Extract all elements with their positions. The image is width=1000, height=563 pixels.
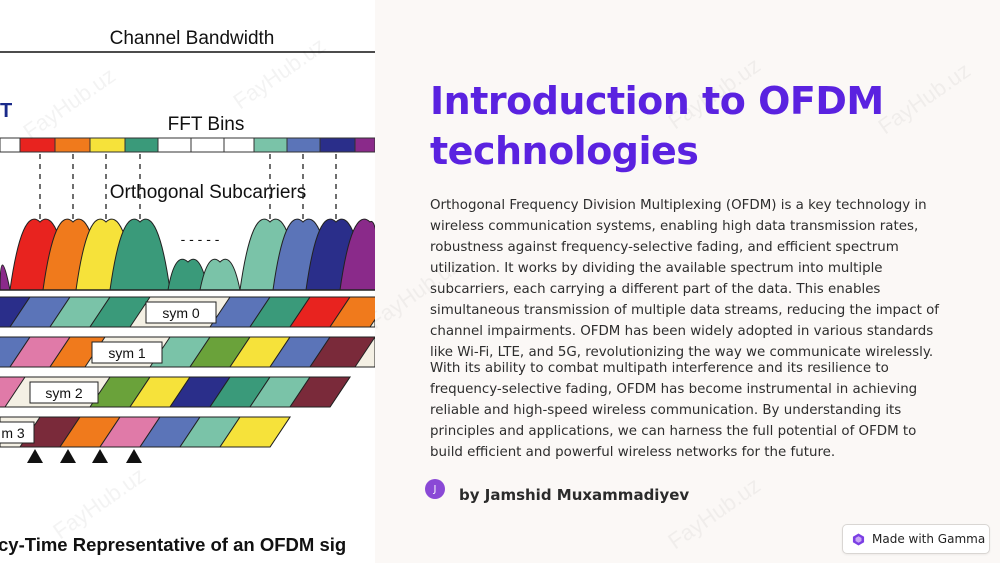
watermark-3: FayHub.uz [49,463,150,545]
subcarrier-humps [0,218,375,291]
avatar: J [425,479,445,499]
made-with-gamma-button[interactable]: Made with Gamma [842,524,990,554]
subcarrier-guides [39,154,337,222]
author-byline: J by Jamshid Muxammadiyev [425,474,689,504]
diagram-caption: cy-Time Representative of an OFDM sig [0,534,346,555]
fft-bin-row [0,137,375,153]
channel-bandwidth-label: Channel Bandwidth [110,28,275,49]
sym-0-label: sym 0 [162,305,200,321]
made-with-gamma-label: Made with Gamma [872,532,986,546]
ofdm-diagram: Channel Bandwidth T FFT Bins [0,28,375,555]
fft-bins-label: FFT Bins [168,114,245,135]
sym-3-label: m 3 [1,425,25,441]
author-name: by Jamshid Muxammadiyev [459,486,690,504]
pilot-arrows [27,449,142,463]
sym-2-label: sym 2 [45,385,83,401]
gamma-logo-icon [852,532,865,546]
page-title: Introduction to OFDM technologies [430,79,884,173]
ellipsis-dots: - - - - - [181,231,220,247]
ofdm-diagram-image: Channel Bandwidth T FFT Bins [0,0,375,563]
symbol-rows [0,296,375,448]
sym-1-label: sym 1 [108,345,146,361]
benefits-paragraph: With its ability to combat multipath int… [430,361,918,460]
watermark-1: FayHub.uz [19,63,120,145]
left-letter: T [0,100,12,122]
symbol-labels: sym 0 sym 1 sym 2 m 3 [0,301,217,444]
intro-paragraph: Orthogonal Frequency Division Multiplexi… [430,198,940,360]
content-panel: FayHub.uz FayHub.uz FayHub.uz FayHub.uz … [375,0,1000,563]
orthogonal-subcarriers-label: Orthogonal Subcarriers [110,182,306,203]
